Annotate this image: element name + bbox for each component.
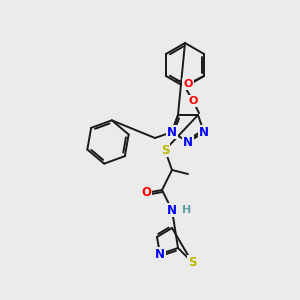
Text: O: O <box>188 96 198 106</box>
Text: N: N <box>199 125 209 139</box>
Text: N: N <box>155 248 165 260</box>
Text: N: N <box>167 125 177 139</box>
Text: S: S <box>161 143 169 157</box>
Text: O: O <box>183 79 193 89</box>
Text: N: N <box>183 136 193 148</box>
Text: N: N <box>167 203 177 217</box>
Text: H: H <box>182 205 192 215</box>
Text: O: O <box>141 187 151 200</box>
Text: S: S <box>188 256 196 268</box>
